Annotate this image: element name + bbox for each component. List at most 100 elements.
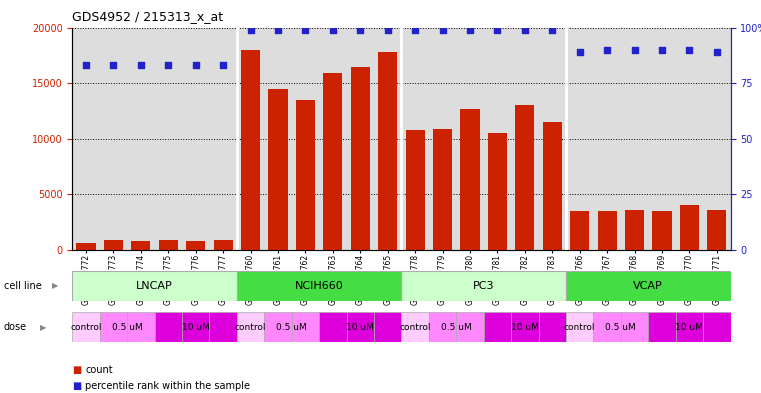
- Text: percentile rank within the sample: percentile rank within the sample: [85, 381, 250, 391]
- Text: 0.5 uM: 0.5 uM: [276, 323, 307, 332]
- Text: LNCAP: LNCAP: [136, 281, 173, 291]
- Text: ▶: ▶: [40, 323, 47, 332]
- Bar: [182, 312, 209, 342]
- Bar: [488, 133, 507, 250]
- Text: GDS4952 / 215313_x_at: GDS4952 / 215313_x_at: [72, 10, 224, 23]
- Point: [162, 62, 174, 68]
- Bar: [154, 312, 182, 342]
- Bar: [319, 312, 346, 342]
- Bar: [707, 209, 727, 250]
- Text: 0.5 uM: 0.5 uM: [441, 323, 472, 332]
- Point: [80, 62, 92, 68]
- Bar: [570, 211, 589, 250]
- Point: [629, 47, 641, 53]
- Bar: [346, 312, 374, 342]
- Bar: [406, 130, 425, 250]
- Bar: [127, 312, 154, 342]
- Bar: [209, 312, 237, 342]
- Bar: [76, 243, 96, 250]
- Text: PC3: PC3: [473, 281, 495, 291]
- Bar: [323, 73, 342, 250]
- Point: [189, 62, 202, 68]
- Bar: [378, 52, 397, 250]
- Text: 10 uM: 10 uM: [511, 323, 539, 332]
- Point: [272, 27, 284, 33]
- Bar: [484, 312, 511, 342]
- Bar: [374, 312, 402, 342]
- Bar: [159, 240, 178, 250]
- Bar: [594, 312, 621, 342]
- Bar: [264, 312, 291, 342]
- Bar: [103, 240, 123, 250]
- Text: VCAP: VCAP: [633, 281, 663, 291]
- Bar: [433, 129, 452, 250]
- Point: [354, 27, 366, 33]
- Text: 0.5 uM: 0.5 uM: [606, 323, 636, 332]
- Bar: [291, 312, 319, 342]
- Bar: [515, 105, 534, 250]
- Bar: [511, 312, 539, 342]
- Point: [135, 62, 147, 68]
- Bar: [72, 312, 100, 342]
- Point: [683, 47, 696, 53]
- Bar: [566, 312, 594, 342]
- Bar: [680, 205, 699, 250]
- Point: [601, 47, 613, 53]
- Bar: [539, 312, 566, 342]
- Point: [464, 27, 476, 33]
- Point: [107, 62, 119, 68]
- Bar: [543, 122, 562, 250]
- Bar: [72, 271, 237, 301]
- Text: count: count: [85, 365, 113, 375]
- Point: [381, 27, 393, 33]
- Bar: [621, 312, 648, 342]
- Text: ■: ■: [72, 381, 81, 391]
- Text: ▶: ▶: [52, 281, 59, 290]
- Bar: [186, 241, 205, 250]
- Bar: [597, 211, 616, 250]
- Point: [217, 62, 229, 68]
- Text: 10 uM: 10 uM: [676, 323, 703, 332]
- Point: [326, 27, 339, 33]
- Bar: [457, 312, 484, 342]
- Text: dose: dose: [4, 322, 27, 332]
- Text: control: control: [400, 323, 431, 332]
- Point: [437, 27, 449, 33]
- Bar: [131, 241, 151, 250]
- Point: [409, 27, 422, 33]
- Text: cell line: cell line: [4, 281, 42, 291]
- Bar: [351, 68, 370, 250]
- Bar: [703, 312, 731, 342]
- Text: NCIH660: NCIH660: [295, 281, 343, 291]
- Point: [299, 27, 311, 33]
- Bar: [429, 312, 457, 342]
- Bar: [237, 312, 264, 342]
- Text: ■: ■: [72, 365, 81, 375]
- Bar: [402, 271, 566, 301]
- Text: control: control: [70, 323, 102, 332]
- Point: [574, 49, 586, 55]
- Text: 10 uM: 10 uM: [182, 323, 210, 332]
- Text: control: control: [235, 323, 266, 332]
- Bar: [214, 240, 233, 250]
- Point: [519, 27, 531, 33]
- Bar: [676, 312, 703, 342]
- Point: [711, 49, 723, 55]
- Text: 10 uM: 10 uM: [346, 323, 374, 332]
- Bar: [269, 88, 288, 250]
- Bar: [296, 100, 315, 250]
- Point: [656, 47, 668, 53]
- Text: 0.5 uM: 0.5 uM: [112, 323, 142, 332]
- Bar: [566, 271, 731, 301]
- Bar: [237, 271, 402, 301]
- Point: [492, 27, 504, 33]
- Text: control: control: [564, 323, 595, 332]
- Point: [546, 27, 559, 33]
- Bar: [402, 312, 429, 342]
- Bar: [100, 312, 127, 342]
- Bar: [652, 211, 672, 250]
- Bar: [460, 108, 479, 250]
- Point: [244, 27, 256, 33]
- Bar: [241, 50, 260, 250]
- Bar: [625, 209, 644, 250]
